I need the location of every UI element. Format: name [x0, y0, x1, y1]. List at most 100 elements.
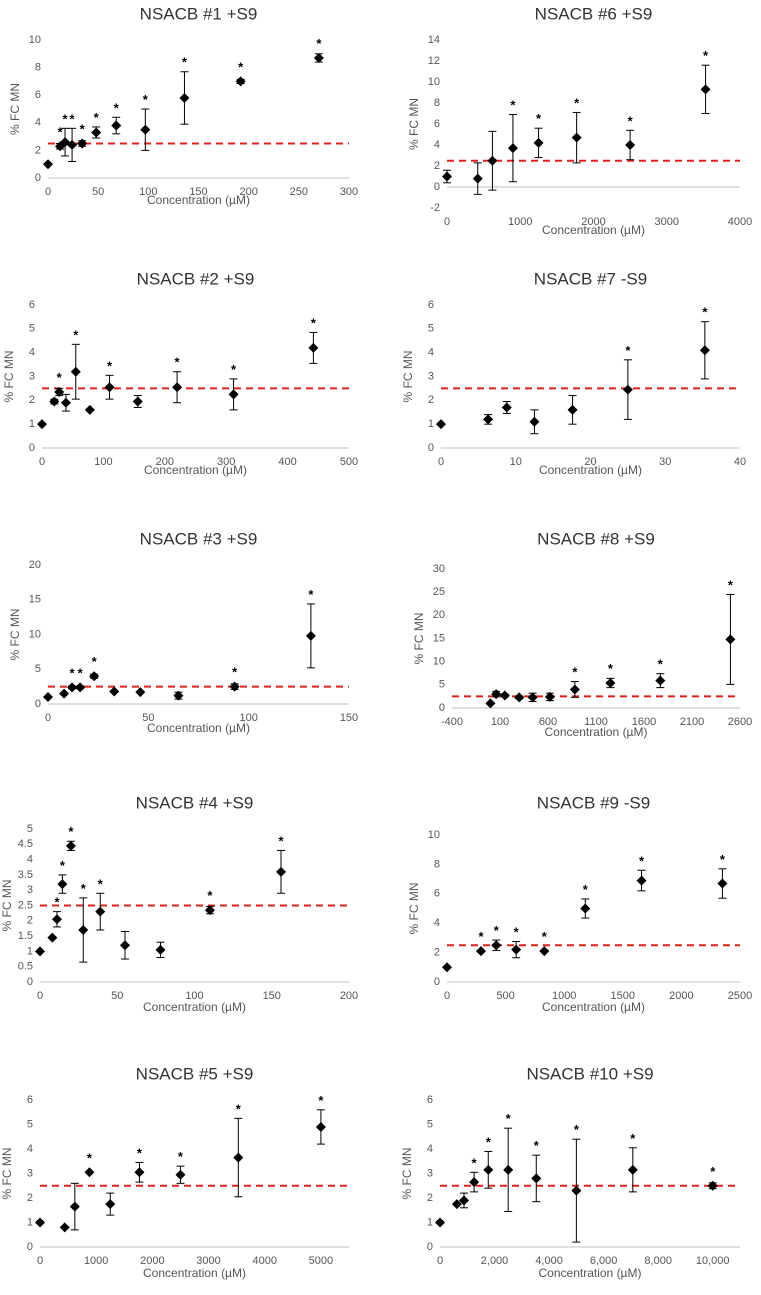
- significance-star: *: [57, 370, 63, 385]
- data-point: [65, 840, 76, 851]
- y-tick-label: 8: [434, 97, 440, 109]
- chart-panel: NSACB #6 +S9 -2 0 2 4 6 8 10 12 14 0 1000 2000 3000 40…: [407, 4, 752, 237]
- x-tick-label: 2100: [680, 716, 704, 728]
- x-tick-label: 2600: [728, 716, 752, 728]
- significance-star: *: [114, 100, 120, 115]
- y-tick-label: 4: [428, 347, 434, 359]
- data-point: [571, 1185, 582, 1196]
- y-tick-label: 10: [428, 829, 440, 841]
- significance-star: *: [472, 1155, 478, 1170]
- data-point: [305, 630, 316, 641]
- y-tick-label: 4: [35, 117, 41, 129]
- data-point: [313, 52, 324, 63]
- data-point: [77, 138, 88, 149]
- y-axis-label: % FC MN: [401, 351, 415, 403]
- data-point: [111, 120, 122, 131]
- data-point: [315, 1121, 326, 1132]
- data-point: [175, 1169, 186, 1180]
- y-tick-label: 15: [29, 594, 41, 606]
- y-tick-label: 1: [428, 418, 434, 430]
- x-tick-label: 100: [239, 712, 257, 724]
- x-tick-label: 200: [340, 990, 358, 1002]
- data-point: [580, 903, 591, 914]
- y-tick-label: 6: [427, 1094, 433, 1106]
- significance-star: *: [720, 852, 726, 867]
- y-tick-label: 2: [434, 160, 440, 172]
- chart-panel: NSACB #7 -S9 0 1 2 3 4 5 6 0 10 20 30 40 Concentratio…: [401, 269, 746, 477]
- significance-star: *: [494, 923, 500, 938]
- y-tick-label: 20: [29, 559, 41, 571]
- x-tick-label: 150: [340, 712, 358, 724]
- significance-star: *: [92, 654, 98, 669]
- y-tick-label: 1.5: [18, 930, 33, 942]
- y-axis-label: % FC MN: [412, 613, 426, 665]
- x-tick-label: 8,000: [644, 1255, 672, 1267]
- x-tick-label: 0: [45, 712, 51, 724]
- data-point: [60, 397, 71, 408]
- y-tick-label: 15: [433, 632, 445, 644]
- y-tick-label: 4: [27, 854, 33, 866]
- data-point: [475, 946, 486, 957]
- data-point: [59, 1222, 70, 1233]
- data-point: [627, 1164, 638, 1175]
- significance-star: *: [236, 1101, 242, 1116]
- y-tick-label: 20: [433, 609, 445, 621]
- x-tick-label: 40: [734, 456, 746, 468]
- x-axis-label: Concentration (µM): [539, 1266, 642, 1280]
- significance-star: *: [536, 111, 542, 126]
- data-point: [84, 404, 95, 415]
- x-tick-label: 10: [510, 456, 522, 468]
- significance-star: *: [232, 665, 238, 680]
- significance-star: *: [107, 358, 113, 373]
- y-tick-label: 6: [434, 118, 440, 130]
- data-point: [78, 924, 89, 935]
- data-point: [501, 402, 512, 413]
- data-point: [544, 691, 555, 702]
- x-tick-label: 1600: [632, 716, 656, 728]
- data-point: [707, 1180, 718, 1191]
- y-axis-label: % FC MN: [407, 883, 421, 935]
- data-point: [451, 1199, 462, 1210]
- significance-star: *: [583, 882, 589, 897]
- x-tick-label: 600: [539, 716, 557, 728]
- x-tick-label: 4,000: [535, 1255, 563, 1267]
- data-point: [622, 384, 633, 395]
- y-tick-label: 0: [434, 181, 440, 193]
- x-tick-label: 1500: [611, 990, 635, 1002]
- y-tick-label: 0: [427, 1241, 433, 1253]
- x-tick-label: 100: [491, 716, 509, 728]
- x-tick-label: 0: [444, 216, 450, 228]
- y-tick-label: 6: [35, 89, 41, 101]
- data-point: [35, 1217, 45, 1228]
- data-point: [54, 386, 65, 397]
- significance-star: *: [478, 929, 484, 944]
- significance-star: *: [70, 665, 76, 680]
- chart-title: NSACB #1 +S9: [140, 4, 258, 23]
- y-tick-label: 0: [27, 976, 33, 988]
- data-point: [67, 682, 78, 693]
- chart-panel: NSACB #8 +S9 0 5 10 15 20 25 30 -400 100 600 1100 16…: [412, 529, 752, 739]
- y-tick-label: 4: [427, 1143, 433, 1155]
- y-tick-label: 2.5: [18, 899, 33, 911]
- x-tick-label: 100: [94, 456, 112, 468]
- data-point: [51, 914, 62, 925]
- y-tick-label: 2: [27, 915, 33, 927]
- y-tick-label: 3: [27, 884, 33, 896]
- data-point: [67, 139, 78, 150]
- significance-star: *: [506, 1111, 512, 1126]
- data-point: [84, 1167, 95, 1178]
- data-point: [725, 634, 736, 645]
- significance-star: *: [54, 895, 60, 910]
- data-point: [531, 1173, 542, 1184]
- y-tick-label: 0: [35, 698, 41, 710]
- y-tick-label: 6: [27, 1094, 33, 1106]
- data-point: [140, 124, 151, 135]
- y-tick-label: 6: [29, 299, 35, 311]
- y-tick-label: 2: [29, 394, 35, 406]
- y-tick-label: 2: [428, 394, 434, 406]
- y-tick-label: 12: [428, 55, 440, 67]
- significance-star: *: [318, 1093, 324, 1108]
- significance-star: *: [534, 1138, 540, 1153]
- data-point: [276, 866, 287, 877]
- y-axis-label: % FC MN: [0, 1148, 14, 1200]
